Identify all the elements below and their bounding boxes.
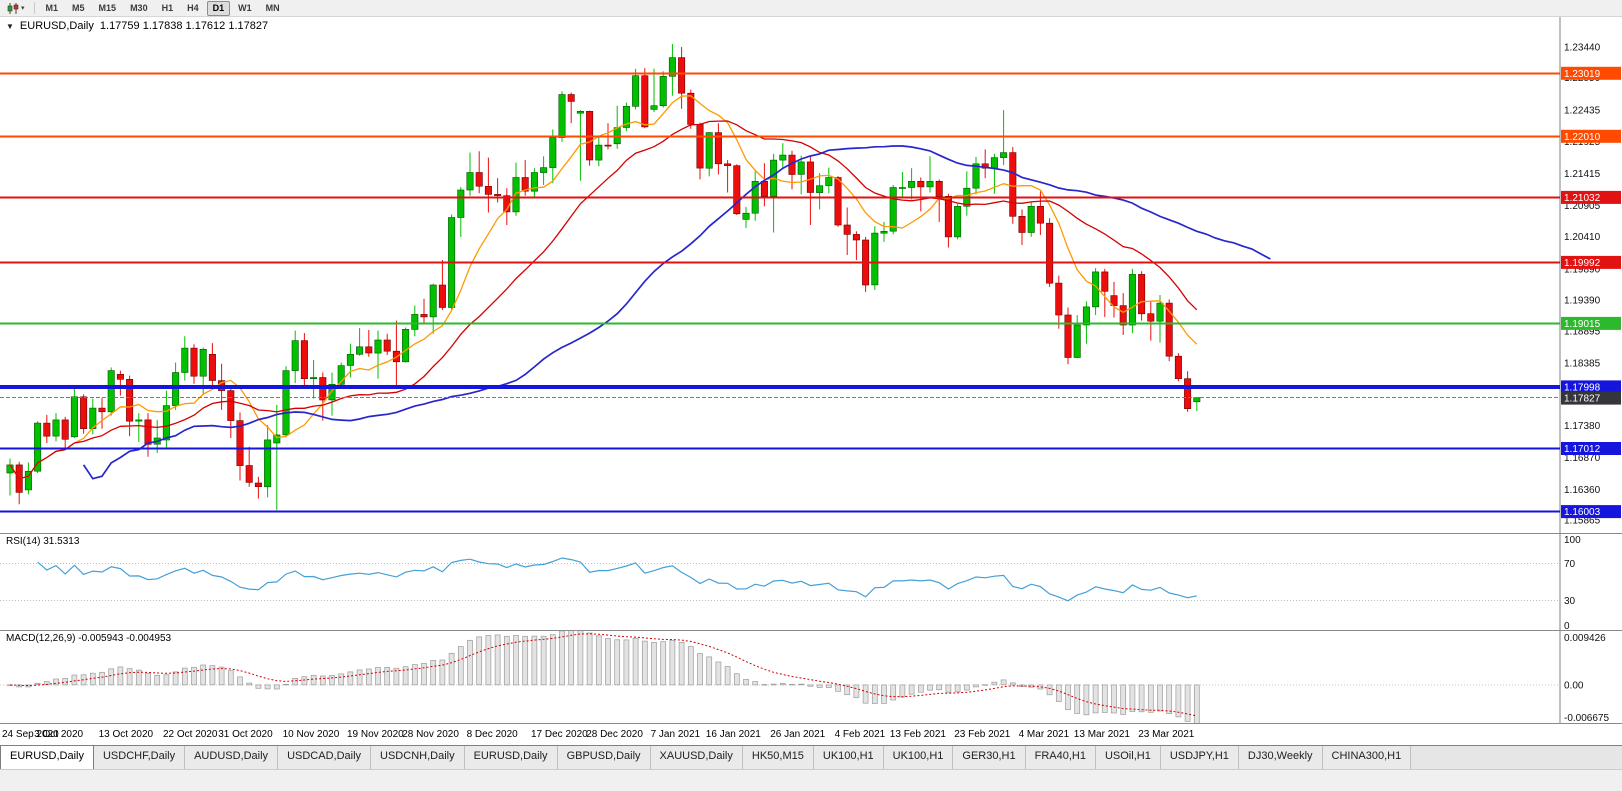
svg-text:0.009426: 0.009426: [1564, 633, 1606, 644]
date-tick-label: 28 Nov 2020: [402, 729, 459, 740]
rsi-pane[interactable]: 100 70 30 0 RSI(14) 31.5313: [0, 533, 1622, 630]
svg-text:1.17998: 1.17998: [1564, 382, 1601, 393]
date-tick-label: 22 Oct 2020: [163, 729, 218, 740]
timeframe-button-m5[interactable]: M5: [66, 1, 91, 16]
svg-text:1.19015: 1.19015: [1564, 319, 1601, 330]
macd-pane[interactable]: 0.009426 0.00 -0.006675 MACD(12,26,9) -0.0…: [0, 630, 1622, 723]
ohlc-values: 1.17759 1.17838 1.17612 1.17827: [99, 20, 269, 32]
bottom-tab-usdchf-daily[interactable]: USDCHF,Daily: [93, 746, 186, 769]
svg-text:1.17380: 1.17380: [1564, 421, 1601, 432]
bottom-tab-bar: EURUSD,Daily USDCHF,Daily AUDUSD,Daily USDC…: [0, 745, 1622, 769]
chart-type-dropdown[interactable]: ▾: [3, 0, 29, 17]
bottom-tab-usdjpy-h1[interactable]: USDJPY,H1: [1160, 746, 1239, 769]
bottom-tab-fra40-h1[interactable]: FRA40,H1: [1025, 746, 1096, 769]
svg-text:70: 70: [1564, 559, 1576, 570]
svg-text:1.22435: 1.22435: [1564, 105, 1601, 116]
svg-text:1.23440: 1.23440: [1564, 43, 1601, 54]
rsi-label: RSI(14) 31.5313: [6, 536, 80, 547]
bottom-tab-audusd-daily[interactable]: AUDUSD,Daily: [185, 746, 279, 769]
svg-text:1.22010: 1.22010: [1564, 132, 1601, 143]
timeframe-button-w1[interactable]: W1: [232, 1, 258, 16]
bottom-tab-uk100-h1[interactable]: UK100,H1: [813, 746, 884, 769]
bottom-tab-dj30-weekly[interactable]: DJ30,Weekly: [1238, 746, 1323, 769]
candlestick-chart-icon: [7, 2, 19, 14]
chart-title: ▼ EURUSD,Daily 1.17759 1.17838 1.17612 1…: [6, 20, 268, 32]
candlestick-chart[interactable]: 1.234401.229501.224351.219251.214151.209…: [0, 17, 1622, 533]
date-tick-label: 13 Feb 2021: [889, 729, 946, 740]
svg-text:0.00: 0.00: [1564, 680, 1584, 691]
date-tick-label: 13 Mar 2021: [1073, 729, 1130, 740]
bottom-tab-usdcad-daily[interactable]: USDCAD,Daily: [278, 746, 372, 769]
timeframe-button-m15[interactable]: M15: [93, 1, 123, 16]
timeframe-button-m30[interactable]: M30: [124, 1, 154, 16]
bottom-tab-gbpusd-daily[interactable]: GBPUSD,Daily: [557, 746, 651, 769]
date-tick-label: 10 Nov 2020: [282, 729, 340, 740]
svg-text:1.16003: 1.16003: [1564, 507, 1601, 518]
svg-text:1.16360: 1.16360: [1564, 485, 1601, 496]
timeframe-button-h1[interactable]: H1: [156, 1, 180, 16]
timeframe-button-mn[interactable]: MN: [260, 1, 286, 16]
svg-text:1.18385: 1.18385: [1564, 358, 1601, 369]
rsi-chart[interactable]: 100 70 30 0: [0, 534, 1622, 630]
time-axis[interactable]: 24 Sep 2020 3 Oct 2020 13 Oct 2020 22 Oct 2…: [0, 723, 1622, 745]
svg-text:1.23019: 1.23019: [1564, 69, 1601, 80]
svg-text:1.17827: 1.17827: [1564, 394, 1601, 405]
bottom-tab-uk100-h1[interactable]: UK100,H1: [883, 746, 954, 769]
status-bar: [0, 769, 1622, 791]
price-axis[interactable]: [1562, 17, 1622, 533]
date-tick-label: 23 Feb 2021: [954, 729, 1011, 740]
macd-label: MACD(12,26,9) -0.005943 -0.004953: [6, 633, 172, 644]
bottom-tab-ger30-h1[interactable]: GER30,H1: [953, 746, 1026, 769]
svg-text:1.19992: 1.19992: [1564, 258, 1601, 269]
date-tick-label: 26 Jan 2021: [770, 729, 826, 740]
date-tick-label: 17 Dec 2020: [531, 729, 588, 740]
bottom-tab-china300-h1[interactable]: CHINA300,H1: [1322, 746, 1412, 769]
symbol-period-label: EURUSD,Daily: [19, 20, 94, 32]
timeframe-button-m1[interactable]: M1: [40, 1, 65, 16]
svg-text:1.18895: 1.18895: [1564, 326, 1601, 337]
date-tick-label: 13 Oct 2020: [98, 729, 154, 740]
bottom-tab-usdcnh-daily[interactable]: USDCNH,Daily: [371, 746, 465, 769]
timeframe-button-d1[interactable]: D1: [206, 0, 231, 16]
date-tick-label: 7 Jan 2021: [650, 729, 701, 740]
bottom-tab-usoil-h1[interactable]: USOil,H1: [1095, 746, 1161, 769]
bottom-tab-xauusd-daily[interactable]: XAUUSD,Daily: [650, 746, 743, 769]
date-tick-label: 4 Mar 2021: [1018, 729, 1070, 740]
chart-menu-icon[interactable]: ▼: [6, 21, 14, 31]
chevron-down-icon: ▾: [21, 4, 25, 12]
svg-text:0: 0: [1564, 621, 1570, 630]
date-tick-label: 8 Dec 2020: [466, 729, 518, 740]
date-tick-label: 31 Oct 2020: [218, 729, 273, 740]
date-tick-label: 3 Oct 2020: [34, 729, 84, 740]
main-chart-pane[interactable]: 1.234401.229501.224351.219251.214151.209…: [0, 17, 1622, 533]
svg-text:1.19890: 1.19890: [1564, 264, 1601, 275]
timeframe-button-h4[interactable]: H4: [181, 1, 205, 16]
macd-chart[interactable]: 0.009426 0.00 -0.006675: [0, 631, 1622, 723]
date-tick-label: 24 Sep 2020: [2, 729, 59, 740]
svg-text:1.17012: 1.17012: [1564, 444, 1601, 455]
date-tick-label: 4 Feb 2021: [834, 729, 886, 740]
bottom-tab-eurusd-daily[interactable]: EURUSD,Daily: [0, 746, 94, 769]
svg-text:-0.006675: -0.006675: [1564, 713, 1609, 723]
svg-text:1.21415: 1.21415: [1564, 169, 1601, 180]
date-tick-label: 19 Nov 2020: [347, 729, 404, 740]
date-tick-label: 16 Jan 2021: [705, 729, 761, 740]
toolbar-separator: [33, 2, 35, 14]
top-toolbar: ▾ M1 M5 M15 M30 H1 H4 D1 W1 MN: [0, 0, 1622, 17]
svg-text:100: 100: [1564, 535, 1581, 546]
svg-text:1.15865: 1.15865: [1564, 516, 1601, 527]
svg-text:1.21032: 1.21032: [1564, 193, 1601, 204]
svg-text:1.20905: 1.20905: [1564, 201, 1601, 212]
bottom-tab-eurusd-daily[interactable]: EURUSD,Daily: [464, 746, 558, 769]
svg-text:1.19390: 1.19390: [1564, 296, 1601, 307]
svg-text:1.20410: 1.20410: [1564, 232, 1601, 243]
svg-text:1.16870: 1.16870: [1564, 453, 1601, 464]
date-tick-label: 28 Dec 2020: [586, 729, 643, 740]
date-tick-label: 23 Mar 2021: [1138, 729, 1195, 740]
svg-text:30: 30: [1564, 596, 1576, 607]
bottom-tab-hk50-m15[interactable]: HK50,M15: [742, 746, 814, 769]
